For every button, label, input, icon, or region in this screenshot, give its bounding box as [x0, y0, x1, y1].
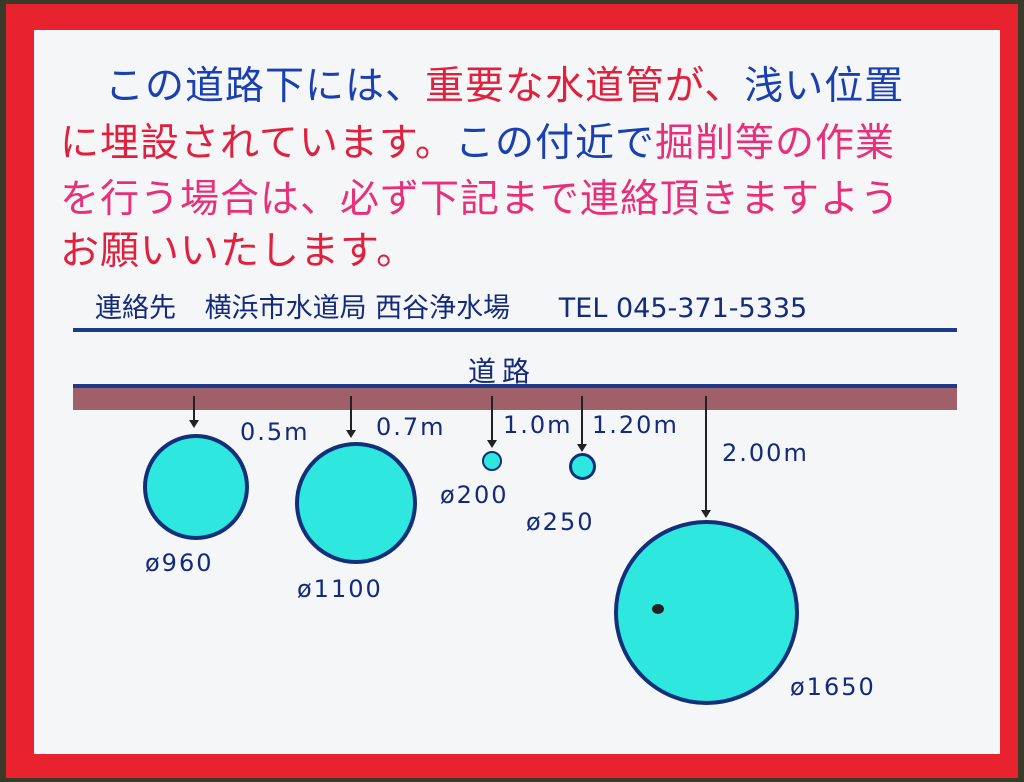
damage-mark	[652, 604, 664, 614]
notice-segment: この道路下には、	[105, 64, 426, 109]
notice-segment: 重要な水道管が、	[425, 64, 745, 109]
contact-tel: TEL 045-371-5335	[558, 293, 808, 324]
pipe-960	[143, 434, 249, 540]
notice-segment: お願いいたします。	[60, 229, 417, 274]
contact-label: 連絡先	[95, 293, 176, 324]
pipe-200	[482, 451, 502, 471]
depth-arrow	[487, 396, 497, 448]
notice-line-1: この道路下には、重要な水道管が、浅い位置	[105, 55, 904, 111]
depth-arrow	[701, 396, 711, 518]
depth-label: 1.0m	[503, 411, 573, 439]
diameter-label: ø1650	[790, 673, 876, 701]
road-label: 道路	[468, 355, 537, 388]
depth-label: 2.00m	[722, 439, 809, 467]
diameter-label: ø1100	[297, 575, 383, 603]
notice-segment: この付近で	[454, 121, 655, 166]
contact-info: 連絡先 横浜市水道局 西谷浄水場 TEL 045-371-5335	[95, 286, 827, 325]
pipe-1100	[295, 442, 417, 564]
diameter-label: ø960	[145, 549, 214, 577]
depth-arrow	[346, 396, 356, 438]
depth-label: 1.20m	[592, 411, 679, 439]
pipe-1650	[614, 520, 799, 705]
divider	[73, 328, 957, 332]
diameter-label: ø200	[440, 481, 509, 509]
diameter-label: ø250	[526, 508, 595, 536]
notice-segment: を行う場合は、必ず下記まで連絡頂きますよう	[60, 177, 901, 222]
notice-segment: に埋設されています。	[60, 121, 455, 166]
notice-line-2: に埋設されています。この付近で掘削等の作業	[60, 112, 895, 168]
notice-segment: 掘削等の作業	[654, 121, 895, 166]
notice-line-4: お願いいたします。	[60, 220, 416, 276]
pipe-250	[569, 453, 596, 480]
notice-line-3: を行う場合は、必ず下記まで連絡頂きますよう	[60, 168, 900, 224]
depth-arrow	[577, 396, 587, 452]
contact-org: 横浜市水道局 西谷浄水場	[204, 293, 511, 324]
depth-arrow	[189, 396, 199, 428]
road-band	[73, 384, 957, 410]
notice-segment: 浅い位置	[744, 64, 905, 109]
depth-label: 0.5m	[240, 418, 310, 446]
depth-label: 0.7m	[376, 413, 446, 441]
